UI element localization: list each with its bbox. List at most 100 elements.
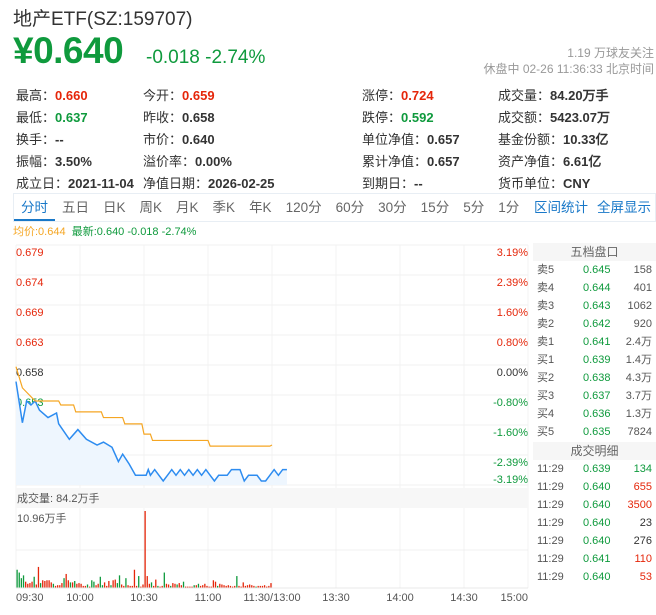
- order-level: 买4 0.636 1.3万: [533, 405, 656, 423]
- volume-bar: [97, 583, 99, 588]
- quote-value: CNY: [563, 176, 591, 191]
- volume-bar: [35, 584, 37, 588]
- quote-value: 84.20万手: [550, 88, 609, 103]
- volume-bar: [101, 585, 104, 588]
- price-area: [16, 381, 287, 485]
- volume-bar: [93, 581, 95, 588]
- volume-header-bg: [16, 488, 528, 508]
- volume-bar: [206, 585, 208, 588]
- tab-9[interactable]: 30分: [378, 200, 407, 215]
- market-status: 休盘中 02-26 11:36:33 北京时间: [483, 62, 654, 76]
- volume-bar: [91, 580, 93, 588]
- volume-bar: [133, 569, 136, 588]
- y-tick-label: 0.669: [16, 307, 44, 319]
- volume-bar: [31, 581, 33, 588]
- order-level: 卖3 0.643 1062: [533, 297, 656, 315]
- volume-bar: [108, 580, 110, 588]
- range-stats-link[interactable]: 区间统计: [534, 200, 588, 215]
- quote-label: 货币单位：: [498, 176, 564, 191]
- quote-label: 单位净值：: [362, 132, 428, 147]
- volume-bar: [229, 585, 232, 588]
- volume-bar: [127, 585, 129, 588]
- chart-legend: 均价:0.644 最新:0.640 -0.018 -2.74%: [13, 223, 196, 239]
- quote-label: 昨收：: [143, 110, 183, 125]
- quote-item: 最低：0.637: [16, 107, 88, 126]
- order-level: 买5 0.635 7824: [533, 423, 656, 441]
- volume-bar: [178, 583, 180, 588]
- quote-item: 基金份额：10.33亿: [498, 129, 609, 148]
- x-tick-label: 15:00: [500, 592, 528, 604]
- tab-5[interactable]: 季K: [212, 200, 236, 215]
- trade-time: 11:29: [537, 535, 564, 547]
- quote-value: 0.592: [401, 110, 434, 125]
- volume-bar: [261, 585, 264, 588]
- quote-item: 市价：0.640: [143, 129, 215, 148]
- quote-value: 0.659: [182, 88, 215, 103]
- quote-item: 溢价率：0.00%: [143, 151, 232, 170]
- intraday-chart[interactable]: 0.679 3.19% 0.674 2.39% 0.669 1.60% 0.663 0.80%…: [0, 238, 532, 615]
- volume-bar: [63, 578, 65, 588]
- quote-value: 0.660: [55, 88, 88, 103]
- volume-bar: [48, 580, 50, 588]
- volume-bar: [118, 575, 121, 588]
- fullscreen-link[interactable]: 全屏显示: [597, 200, 651, 215]
- pct-tick-label: -3.19%: [493, 474, 528, 486]
- pct-tick-label: 0.00%: [497, 367, 528, 379]
- tab-6[interactable]: 年K: [249, 200, 272, 215]
- tab-11[interactable]: 5分: [463, 200, 485, 215]
- volume-bar: [103, 582, 106, 588]
- volume-bar: [187, 586, 189, 588]
- volume-bar: [225, 585, 227, 588]
- quote-value: 0.657: [427, 154, 460, 169]
- quote-label: 成交量：: [498, 88, 551, 103]
- volume-bar: [219, 583, 221, 588]
- quote-label: 资产净值：: [498, 154, 564, 169]
- tab-3[interactable]: 周K: [139, 200, 163, 215]
- order-level: 卖4 0.644 401: [533, 279, 656, 297]
- level-volume: 1.4万: [625, 354, 652, 366]
- tab-7[interactable]: 120分: [285, 200, 322, 215]
- order-book-title: 五档盘口: [570, 245, 619, 259]
- volume-bar: [71, 582, 74, 588]
- volume-bar: [99, 576, 101, 588]
- tab-1[interactable]: 五日: [62, 200, 89, 215]
- volume-bar: [165, 583, 168, 588]
- level-label: 买4: [537, 408, 555, 420]
- pct-tick-label: 0.80%: [497, 337, 528, 349]
- tab-2[interactable]: 日K: [103, 200, 126, 215]
- tab-12[interactable]: 1分: [498, 200, 520, 215]
- tab-8[interactable]: 60分: [335, 200, 365, 215]
- volume-bar: [121, 584, 123, 588]
- tab-10[interactable]: 15分: [420, 200, 450, 215]
- volume-bar: [16, 569, 18, 588]
- level-volume: 920: [633, 318, 652, 330]
- tab-0[interactable]: 分时: [14, 194, 55, 221]
- chart-tabs: 分时 五日 日K 周K 月K 季K 年K 120分 60分 30分 15分 5分 1分 区间统计 全屏显示: [13, 193, 656, 222]
- trades-title: 成交明细: [570, 444, 619, 458]
- y-tick-label: 0.663: [16, 337, 44, 349]
- trade-price: 0.640: [583, 517, 611, 529]
- tab-4[interactable]: 月K: [176, 200, 199, 215]
- volume-max-label: 10.96万手: [17, 511, 67, 525]
- trade-row: 11:29 0.640 53: [533, 568, 656, 586]
- current-price: ¥0.640: [13, 30, 124, 71]
- trade-time: 11:29: [537, 553, 564, 565]
- x-tick-label: 14:00: [386, 592, 414, 604]
- x-tick-label: 13:30: [322, 592, 350, 604]
- volume-bar: [176, 584, 178, 588]
- level-price: 0.641: [583, 336, 611, 348]
- followers-count[interactable]: 1.19 万球友关注: [567, 46, 654, 60]
- stock-title: 地产ETF(SZ:159707): [13, 9, 193, 30]
- trade-volume: 53: [639, 571, 652, 583]
- quote-value: 10.33亿: [563, 132, 609, 147]
- pct-tick-label: -2.39%: [493, 457, 528, 469]
- volume-bar: [238, 585, 240, 588]
- volume-bar: [142, 584, 144, 588]
- volume-bar: [25, 581, 27, 588]
- x-tick-label: 14:30: [450, 592, 478, 604]
- price-change: -0.018 -2.74%: [146, 47, 266, 68]
- trade-time: 11:29: [537, 499, 564, 511]
- volume-bar: [42, 580, 44, 588]
- order-level: 买2 0.638 4.3万: [533, 369, 656, 387]
- level-price: 0.639: [583, 354, 611, 366]
